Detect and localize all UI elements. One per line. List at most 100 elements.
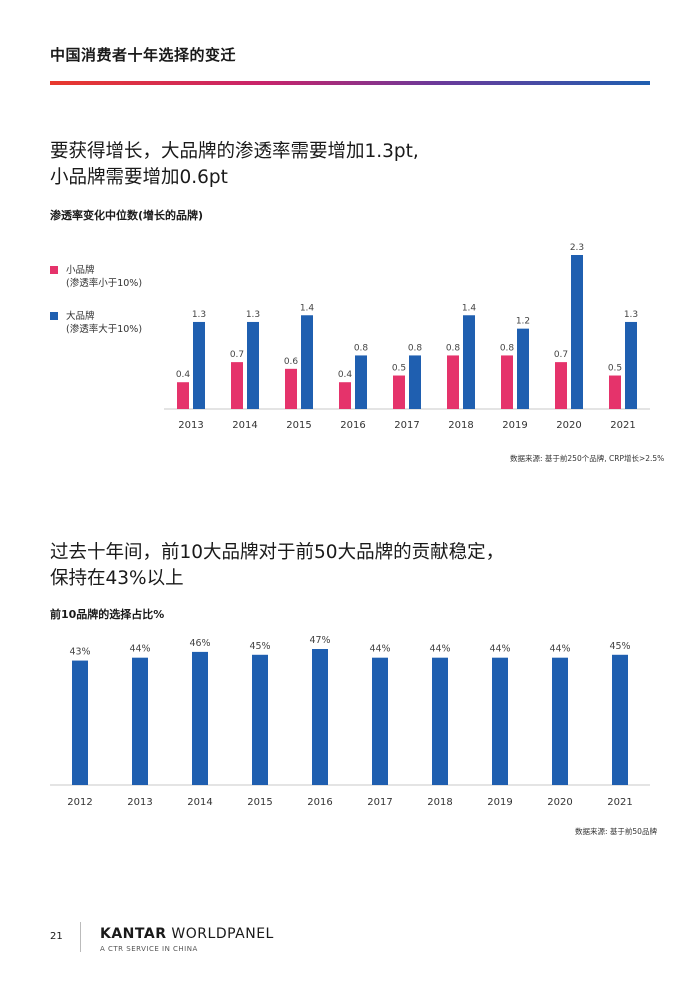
bar-large-2013 <box>193 321 205 409</box>
section1-headline-line1: 要获得增长，大品牌的渗透率需要增加1.3pt, <box>50 141 419 162</box>
bar-large-2016 <box>355 355 367 409</box>
x-tick-label-2021: 2021 <box>610 420 635 431</box>
legend-sub-large-brand: (渗透率大于10%) <box>66 324 143 335</box>
bar-share-2017 <box>372 657 388 785</box>
data-label-share-2018: 44% <box>429 644 450 655</box>
data-label-large-2020: 2.3 <box>570 243 584 253</box>
x-tick-label-2019: 2019 <box>487 797 512 808</box>
bar-share-2018 <box>432 657 448 785</box>
chart2-title: 前10品牌的选择占比% <box>50 608 165 621</box>
chart1-source: 数据来源: 基于前250个品牌, CRP增长>2.5% <box>510 454 665 463</box>
bar-large-2017 <box>409 355 421 409</box>
data-label-share-2014: 46% <box>189 638 210 649</box>
bar-small-2015 <box>285 368 297 409</box>
data-label-share-2019: 44% <box>489 644 510 655</box>
legend-swatch-large-brand <box>50 312 58 320</box>
x-tick-label-2012: 2012 <box>67 797 92 808</box>
chart1-title: 渗透率变化中位数(增长的品牌) <box>50 209 204 222</box>
data-label-small-2019: 0.8 <box>500 343 515 353</box>
page-number: 21 <box>50 931 63 942</box>
data-label-large-2019: 1.2 <box>516 317 530 327</box>
data-label-share-2021: 45% <box>609 641 630 652</box>
bar-large-2019 <box>517 328 529 409</box>
bar-share-2012 <box>72 660 88 785</box>
data-label-small-2020: 0.7 <box>554 350 568 360</box>
bar-small-2013 <box>177 382 189 409</box>
data-label-share-2013: 44% <box>129 644 150 655</box>
bar-small-2014 <box>231 362 243 409</box>
x-tick-label-2019: 2019 <box>502 420 527 431</box>
legend-swatch-small-brand <box>50 266 58 274</box>
bar-share-2016 <box>312 649 328 785</box>
data-label-share-2015: 45% <box>249 641 270 652</box>
x-tick-label-2020: 2020 <box>547 797 572 808</box>
bar-share-2021 <box>612 654 628 785</box>
section1-headline-line2: 小品牌需要增加0.6pt <box>50 167 228 188</box>
bar-share-2013 <box>132 657 148 785</box>
bar-share-2014 <box>192 651 208 785</box>
data-label-large-2015: 1.4 <box>300 303 315 313</box>
section2-headline-line1: 过去十年间，前10大品牌对于前50大品牌的贡献稳定， <box>50 542 505 563</box>
section2-headline: 过去十年间，前10大品牌对于前50大品牌的贡献稳定， 保持在43%以上 <box>50 540 504 592</box>
data-label-small-2021: 0.5 <box>608 364 622 374</box>
data-label-large-2017: 0.8 <box>408 343 423 353</box>
bar-small-2018 <box>447 355 459 409</box>
data-label-large-2013: 1.3 <box>192 310 206 320</box>
data-label-large-2014: 1.3 <box>246 310 260 320</box>
section2-headline-line2: 保持在43%以上 <box>50 568 184 589</box>
x-tick-label-2018: 2018 <box>427 797 452 808</box>
data-label-small-2017: 0.5 <box>392 364 406 374</box>
data-label-large-2018: 1.4 <box>462 303 477 313</box>
section1-headline: 要获得增长，大品牌的渗透率需要增加1.3pt, 小品牌需要增加0.6pt <box>50 139 419 191</box>
data-label-share-2012: 43% <box>69 647 90 658</box>
x-tick-label-2014: 2014 <box>187 797 212 808</box>
data-label-large-2016: 0.8 <box>354 343 369 353</box>
bar-share-2019 <box>492 657 508 785</box>
x-tick-label-2018: 2018 <box>448 420 473 431</box>
footer-divider <box>80 922 81 952</box>
legend-label-large-brand: 大品牌 <box>66 311 95 322</box>
bar-large-2021 <box>625 321 637 409</box>
data-label-share-2016: 47% <box>309 635 330 646</box>
data-label-small-2015: 0.6 <box>284 357 299 367</box>
data-label-small-2016: 0.4 <box>338 370 353 380</box>
bar-small-2016 <box>339 382 351 409</box>
bar-large-2020 <box>571 255 583 409</box>
page-header-title: 中国消费者十年选择的变迁 <box>50 46 237 64</box>
brand-name-bold: KANTAR <box>100 926 167 942</box>
data-label-small-2018: 0.8 <box>446 343 461 353</box>
bar-small-2021 <box>609 375 621 409</box>
x-tick-label-2016: 2016 <box>340 420 365 431</box>
x-tick-label-2014: 2014 <box>232 420 257 431</box>
legend-label-small-brand: 小品牌 <box>66 265 95 276</box>
x-tick-label-2013: 2013 <box>178 420 203 431</box>
bar-large-2018 <box>463 315 475 409</box>
x-tick-label-2021: 2021 <box>607 797 632 808</box>
chart2-source: 数据来源: 基于前50品牌 <box>575 827 657 836</box>
data-label-small-2013: 0.4 <box>176 370 191 380</box>
legend-sub-small-brand: (渗透率小于10%) <box>66 278 143 289</box>
x-tick-label-2020: 2020 <box>556 420 581 431</box>
x-tick-label-2016: 2016 <box>307 797 332 808</box>
x-tick-label-2013: 2013 <box>127 797 152 808</box>
data-label-share-2017: 44% <box>369 644 390 655</box>
x-tick-label-2015: 2015 <box>286 420 311 431</box>
bar-small-2019 <box>501 355 513 409</box>
kantar-logo: KANTAR WORLDPANEL <box>100 926 274 942</box>
bar-large-2014 <box>247 321 259 409</box>
bar-share-2015 <box>252 654 268 785</box>
data-label-small-2014: 0.7 <box>230 350 244 360</box>
x-tick-label-2017: 2017 <box>394 420 419 431</box>
bar-small-2020 <box>555 362 567 409</box>
brand-name-light: WORLDPANEL <box>166 926 274 942</box>
bar-small-2017 <box>393 375 405 409</box>
bar-share-2020 <box>552 657 568 785</box>
bar-large-2015 <box>301 315 313 409</box>
data-label-share-2020: 44% <box>549 644 570 655</box>
brand-tagline: A CTR SERVICE IN CHINA <box>100 945 198 953</box>
data-label-large-2021: 1.3 <box>624 310 638 320</box>
x-tick-label-2015: 2015 <box>247 797 272 808</box>
header-gradient-bar <box>50 81 650 85</box>
